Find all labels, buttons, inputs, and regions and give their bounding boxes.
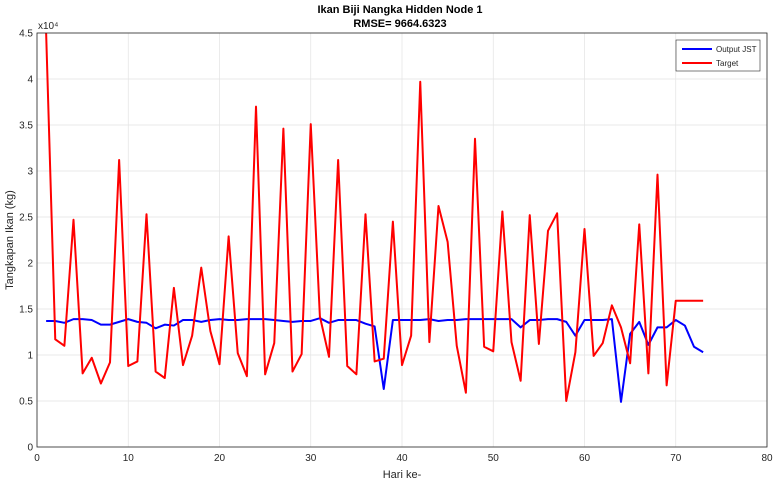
x-axis-label: Hari ke-	[383, 469, 422, 481]
chart-title: Ikan Biji Nangka Hidden Node 1	[317, 4, 482, 16]
y-tick-label: 0.5	[19, 397, 33, 408]
x-tick-label: 60	[579, 453, 591, 464]
x-tick-label: 0	[34, 453, 40, 464]
y-tick-label: 1.5	[19, 305, 33, 316]
x-tick-label: 20	[214, 453, 226, 464]
legend-box	[675, 39, 761, 72]
ticks: 0 10 20 30 40 50 60 70 80 0 0.5 1 1.5 2 2.5 3 3.5 4 4.5	[19, 29, 773, 465]
y-tick-label: 0	[27, 443, 33, 454]
legend-label-target: Target	[716, 59, 739, 68]
legend: Output JST Target	[675, 39, 761, 72]
series-layer	[45, 32, 704, 403]
y-tick-label: 4.5	[19, 29, 33, 40]
y-axis-label: Tangkapan Ikan (kg)	[4, 190, 16, 290]
x-tick-label: 40	[396, 453, 408, 464]
y-tick-label: 2	[27, 259, 33, 270]
x-tick-label: 80	[761, 453, 773, 464]
x-tick-label: 30	[305, 453, 317, 464]
plot-border	[36, 32, 768, 448]
x-tick-label: 50	[488, 453, 500, 464]
chart-subtitle: RMSE= 9664.6323	[353, 18, 446, 30]
y-tick-label: 4	[27, 75, 33, 86]
series-line-output-jst	[46, 317, 704, 403]
x-tick-label: 70	[670, 453, 682, 464]
x-tick-label: 10	[123, 453, 135, 464]
y-tick-label: 1	[27, 351, 33, 362]
y-tick-label: 2.5	[19, 213, 33, 224]
y-exponent-label: x10⁴	[38, 21, 58, 32]
y-tick-label: 3	[27, 167, 33, 178]
series-line-target	[45, 32, 704, 402]
y-tick-label: 3.5	[19, 121, 33, 132]
legend-label-output-jst: Output JST	[716, 45, 757, 54]
